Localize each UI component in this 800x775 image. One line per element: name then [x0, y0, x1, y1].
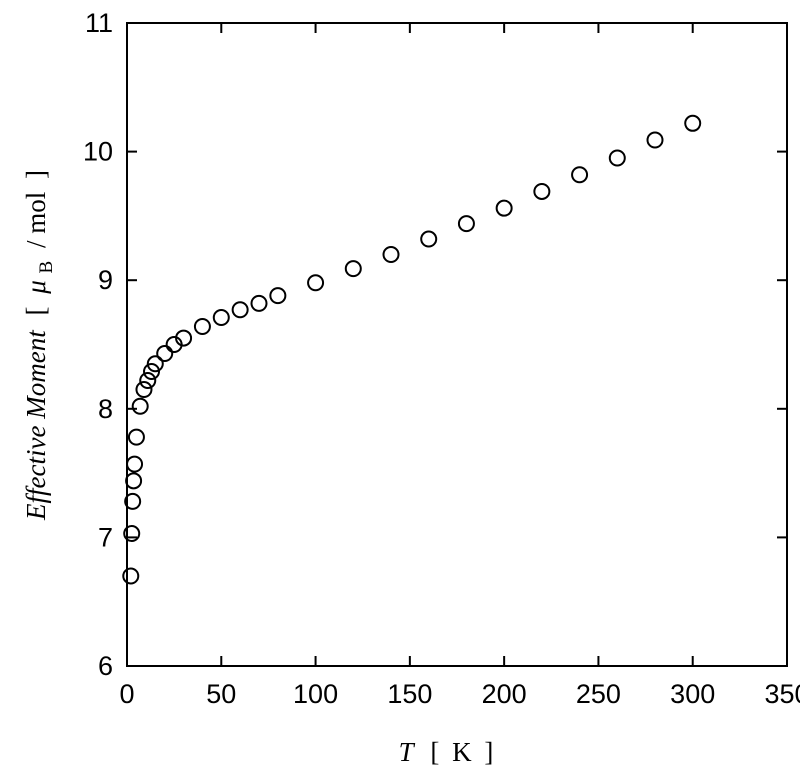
y-axis-label-unit-open: [ — [21, 307, 51, 316]
x-tick-label: 50 — [206, 679, 236, 709]
y-axis-label-unit-subscript: B — [36, 261, 57, 274]
x-tick-label: 200 — [482, 679, 527, 709]
y-axis-label-name: Effective Moment — [21, 329, 51, 521]
data-point — [231, 301, 249, 319]
data-point — [269, 287, 287, 305]
x-axis-label-unit-close: ] — [484, 737, 493, 767]
data-point — [139, 372, 157, 390]
x-axis-label: T [ K ] — [399, 737, 494, 767]
data-point — [571, 166, 589, 184]
data-point — [146, 355, 164, 373]
data-point — [127, 428, 145, 446]
y-axis-label-unit-rest: / mol — [21, 192, 51, 248]
y-tick-label: 8 — [98, 394, 113, 424]
data-point — [608, 149, 626, 167]
x-tick-label: 350 — [764, 679, 800, 709]
data-point — [420, 230, 438, 248]
y-tick-label: 6 — [98, 651, 113, 681]
x-tick-label: 0 — [119, 679, 134, 709]
y-axis-label: Effective Moment [ μ B / mol ] — [21, 170, 58, 521]
y-axis-label-unit-symbol: μ — [21, 280, 51, 295]
data-point — [135, 381, 153, 399]
x-tick-label: 250 — [576, 679, 621, 709]
data-point — [124, 492, 142, 510]
data-point — [122, 567, 140, 585]
y-tick-label: 7 — [98, 522, 113, 552]
data-point — [382, 245, 400, 263]
data-point — [344, 260, 362, 278]
x-axis-label-unit-open: [ — [430, 737, 439, 767]
data-point — [131, 397, 149, 415]
x-tick-label: 150 — [387, 679, 432, 709]
y-tick-label: 9 — [98, 265, 113, 295]
plot-frame — [126, 22, 788, 667]
data-point — [684, 114, 702, 132]
data-point — [193, 317, 211, 335]
data-point — [646, 131, 664, 149]
data-point — [457, 215, 475, 233]
data-point — [156, 345, 174, 363]
data-point — [250, 294, 268, 312]
data-point — [123, 525, 141, 543]
data-point — [212, 308, 230, 326]
x-axis-label-symbol: T — [399, 737, 416, 767]
x-tick-label: 300 — [670, 679, 715, 709]
x-tick-label: 100 — [293, 679, 338, 709]
y-tick-label: 10 — [83, 137, 113, 167]
y-axis-label-unit-close: ] — [21, 170, 51, 179]
data-points — [122, 114, 702, 585]
data-point — [495, 199, 513, 217]
axis-ticks — [126, 22, 788, 667]
data-point — [126, 455, 144, 473]
data-point — [125, 472, 143, 490]
y-tick-label: 11 — [85, 8, 113, 38]
axis-tick-labels: 0 50 100 150 200 250 300 350 6 7 8 9 10 11 — [83, 8, 800, 709]
data-point — [143, 363, 161, 381]
data-point — [175, 329, 193, 347]
data-point — [533, 182, 551, 200]
data-point — [307, 274, 325, 292]
x-axis-label-unit: K — [452, 737, 472, 767]
